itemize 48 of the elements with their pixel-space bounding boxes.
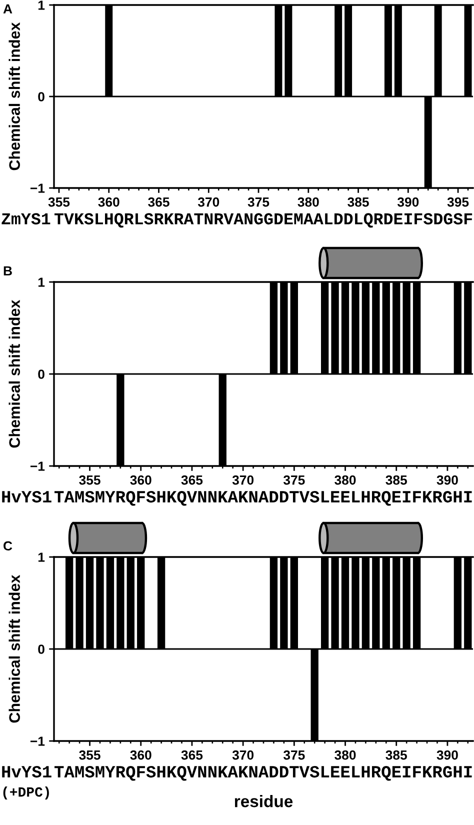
text: TAMSMYRQFSHKQVNNKAKNADDTVSLEELHRQEIFKRGHI [54,766,472,781]
chart-title: A [3,4,12,14]
text: TVKSLHQRLSRKRATNRVANGGDEMAALDDLQRDEIFSDGSF [54,213,472,228]
text: ZmYS1 [2,213,50,224]
x-tick-label: 355 [79,750,100,760]
x-tick-label: 380 [298,197,319,207]
x-tick-label: 375 [248,197,270,207]
x-tick-label: 370 [198,197,220,207]
x-tick-label: 355 [79,475,100,485]
x-tick-label: 370 [232,475,254,485]
text: HvYS1 [2,491,52,503]
x-tick-label: 390 [436,475,458,485]
y-tick-label: −1 [30,184,45,193]
x-tick-label: 380 [334,750,356,760]
y-tick-label: 1 [38,0,45,10]
y-axis-title: Chemical shift index [8,300,20,448]
x-tick-label: 385 [386,475,407,485]
x-tick-label: 370 [232,750,254,760]
text: HvYS1 [2,766,52,778]
x-tick-label: 390 [397,197,419,207]
x-tick-label: 360 [130,750,152,760]
chart-title: C [4,541,12,551]
y-tick-label: 0 [38,92,44,102]
y-tick-label: −1 [30,462,45,471]
x-tick-label: 375 [283,750,305,760]
y-tick-label: −1 [30,736,45,746]
x-tick-label: 395 [447,197,469,207]
x-tick-label: 385 [386,750,407,760]
y-tick-label: 0 [38,370,44,379]
x-tick-label: 355 [48,197,70,207]
y-axis-title: Chemical shift index [8,22,20,170]
x-tick-label: 360 [98,197,120,207]
chart-title: B [4,266,12,276]
y-tick-label: 1 [38,278,45,287]
y-tick-label: 1 [38,552,45,562]
y-tick-label: 0 [38,644,44,654]
text: (+DPC) [3,786,49,800]
x-tick-label: 375 [283,475,305,485]
x-tick-label: 360 [130,475,152,485]
x-tick-label: 365 [148,197,170,207]
x-axis-title: residue [234,795,293,808]
y-axis-title: Chemical shift index [8,574,20,723]
text: TAMSMYRQFSHKQVNNKAKNADDTVSLEELHRQEIFKRGHI [54,491,472,506]
x-tick-label: 365 [181,475,203,485]
x-tick-label: 385 [348,197,369,207]
x-tick-label: 380 [334,475,356,485]
x-tick-label: 390 [436,750,458,760]
x-tick-label: 365 [181,750,203,760]
